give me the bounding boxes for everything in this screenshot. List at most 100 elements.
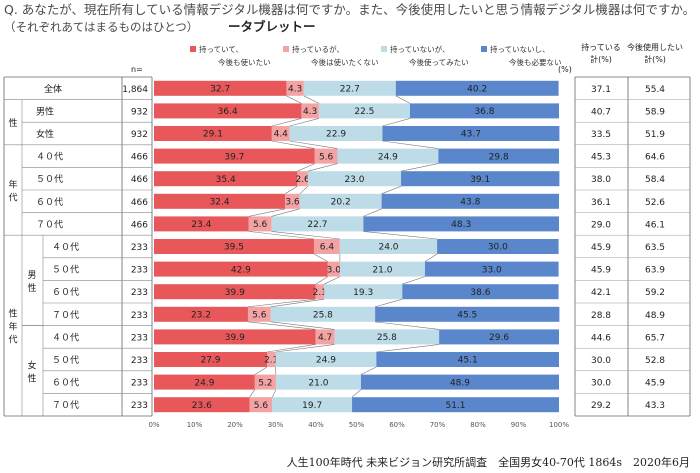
row-n: 932: [131, 130, 148, 140]
bar-segment: [154, 261, 328, 277]
connector-line: [247, 321, 316, 330]
connector-line: [254, 366, 268, 375]
legend-swatch: [381, 46, 387, 52]
bar-segment: [154, 352, 267, 367]
row-n: 233: [131, 311, 148, 321]
bar-value: 5.6: [252, 311, 267, 321]
connector-line: [249, 389, 256, 398]
bar-value: 3.6: [285, 198, 300, 208]
bar-segment: [154, 397, 250, 413]
bar-value: 4.3: [288, 85, 302, 95]
future-total: 46.1: [645, 220, 665, 230]
connector-line: [275, 344, 335, 353]
legend-label: 持っていないし、: [490, 44, 550, 54]
bar-segment: [327, 261, 340, 277]
x-tick-label: 30%: [268, 421, 284, 429]
row-label: ７０代: [52, 310, 79, 321]
bar-segment: [382, 126, 560, 141]
row-n: 233: [131, 266, 148, 276]
bar-value: 4.3: [303, 107, 317, 117]
bar-segment: [409, 103, 559, 119]
own-total-header-2: 計(%): [590, 54, 612, 64]
bar-value: 39.9: [225, 288, 245, 298]
connector-line: [382, 140, 439, 149]
bar-segment: [315, 284, 325, 300]
x-tick-label: 60%: [389, 421, 405, 429]
connector-line: [395, 95, 411, 104]
connector-line: [323, 276, 341, 285]
row-label: ４０代: [52, 332, 79, 343]
bar-value: 29.6: [489, 333, 509, 343]
connector-line: [375, 298, 403, 308]
footer-source: 人生100年時代 未来ビジョン研究所調査 全国男女40-70代 1864s 20…: [287, 455, 690, 469]
bar-value: 30.0: [488, 243, 508, 253]
bar-value: 39.5: [224, 243, 244, 253]
bar-segment: [154, 306, 248, 322]
bar-value: 32.4: [210, 198, 230, 208]
connector-line: [307, 163, 338, 172]
group-label-gender: 性: [8, 117, 17, 129]
connector-line: [286, 95, 302, 104]
own-total: 30.0: [591, 379, 611, 389]
connector-line: [270, 321, 335, 330]
future-total: 45.9: [645, 379, 665, 389]
group-label-female: 女: [27, 359, 36, 371]
own-total: 45.9: [591, 243, 611, 253]
row-n: 932: [131, 107, 148, 117]
row-label: ６０代: [36, 197, 63, 208]
connector-line: [315, 276, 328, 285]
future-total: 65.7: [645, 333, 665, 343]
bar-value: 29.1: [203, 130, 223, 140]
connector-line: [376, 344, 440, 353]
connector-line: [351, 389, 362, 398]
bar-segment: [439, 329, 559, 345]
legend-label: 持っているが、: [292, 44, 344, 54]
bar-value: 42.9: [231, 265, 251, 275]
x-tick-label: 80%: [470, 421, 486, 429]
connector-line: [297, 163, 315, 172]
legend: 持っていて、今後も使いたい 持っているが、今後は使いたくない 持っていないが、今後使…: [190, 44, 562, 67]
bar-segment: [299, 193, 382, 209]
future-total: 52.6: [645, 198, 665, 208]
own-total-header-1: 持っている: [581, 42, 621, 52]
bar-segment: [424, 261, 559, 277]
own-total: 45.3: [591, 153, 611, 163]
connector-line: [375, 321, 440, 330]
future-total-header-2: 計(%): [644, 54, 666, 64]
bar-segment: [324, 284, 403, 300]
bar-value: 22.5: [354, 107, 374, 117]
bar-value: 23.6: [192, 401, 212, 411]
bar-segment: [266, 352, 276, 367]
bar-segment: [285, 193, 300, 209]
own-total: 36.1: [591, 198, 611, 208]
future-total: 58.4: [645, 175, 665, 185]
bar-value: 25.8: [377, 333, 397, 343]
bar-segment: [381, 193, 559, 209]
bar-value: 32.7: [210, 85, 230, 95]
bar-value: 48.3: [451, 220, 471, 230]
group-label-age: 年: [8, 179, 17, 191]
bar-value: 36.4: [218, 107, 238, 117]
row-n: 1,864: [122, 85, 148, 95]
legend-label: 持っていて、: [199, 44, 243, 54]
bar-segment: [402, 284, 559, 300]
bar-segment: [272, 397, 353, 413]
row-label: 男性: [36, 105, 54, 117]
bar-value: 51.1: [445, 401, 465, 411]
bar-value: 48.9: [450, 378, 470, 388]
bar-value: 33.0: [482, 265, 502, 275]
legend-label: 今後は使いたくない: [311, 57, 379, 67]
legend-label: 今後も使いたい: [218, 57, 271, 67]
row-label: ７０代: [36, 219, 63, 230]
future-total: 48.9: [645, 311, 665, 321]
row-n: 466: [131, 220, 148, 230]
connector-line: [382, 118, 411, 127]
connector-line: [270, 298, 325, 308]
row-n: 233: [131, 356, 148, 366]
row-n: 233: [131, 243, 148, 253]
connector-line: [248, 208, 286, 217]
bar-segment: [337, 148, 439, 164]
x-tick-label: 90%: [511, 421, 527, 429]
bar-segment: [270, 306, 376, 322]
connectors: [247, 95, 440, 398]
